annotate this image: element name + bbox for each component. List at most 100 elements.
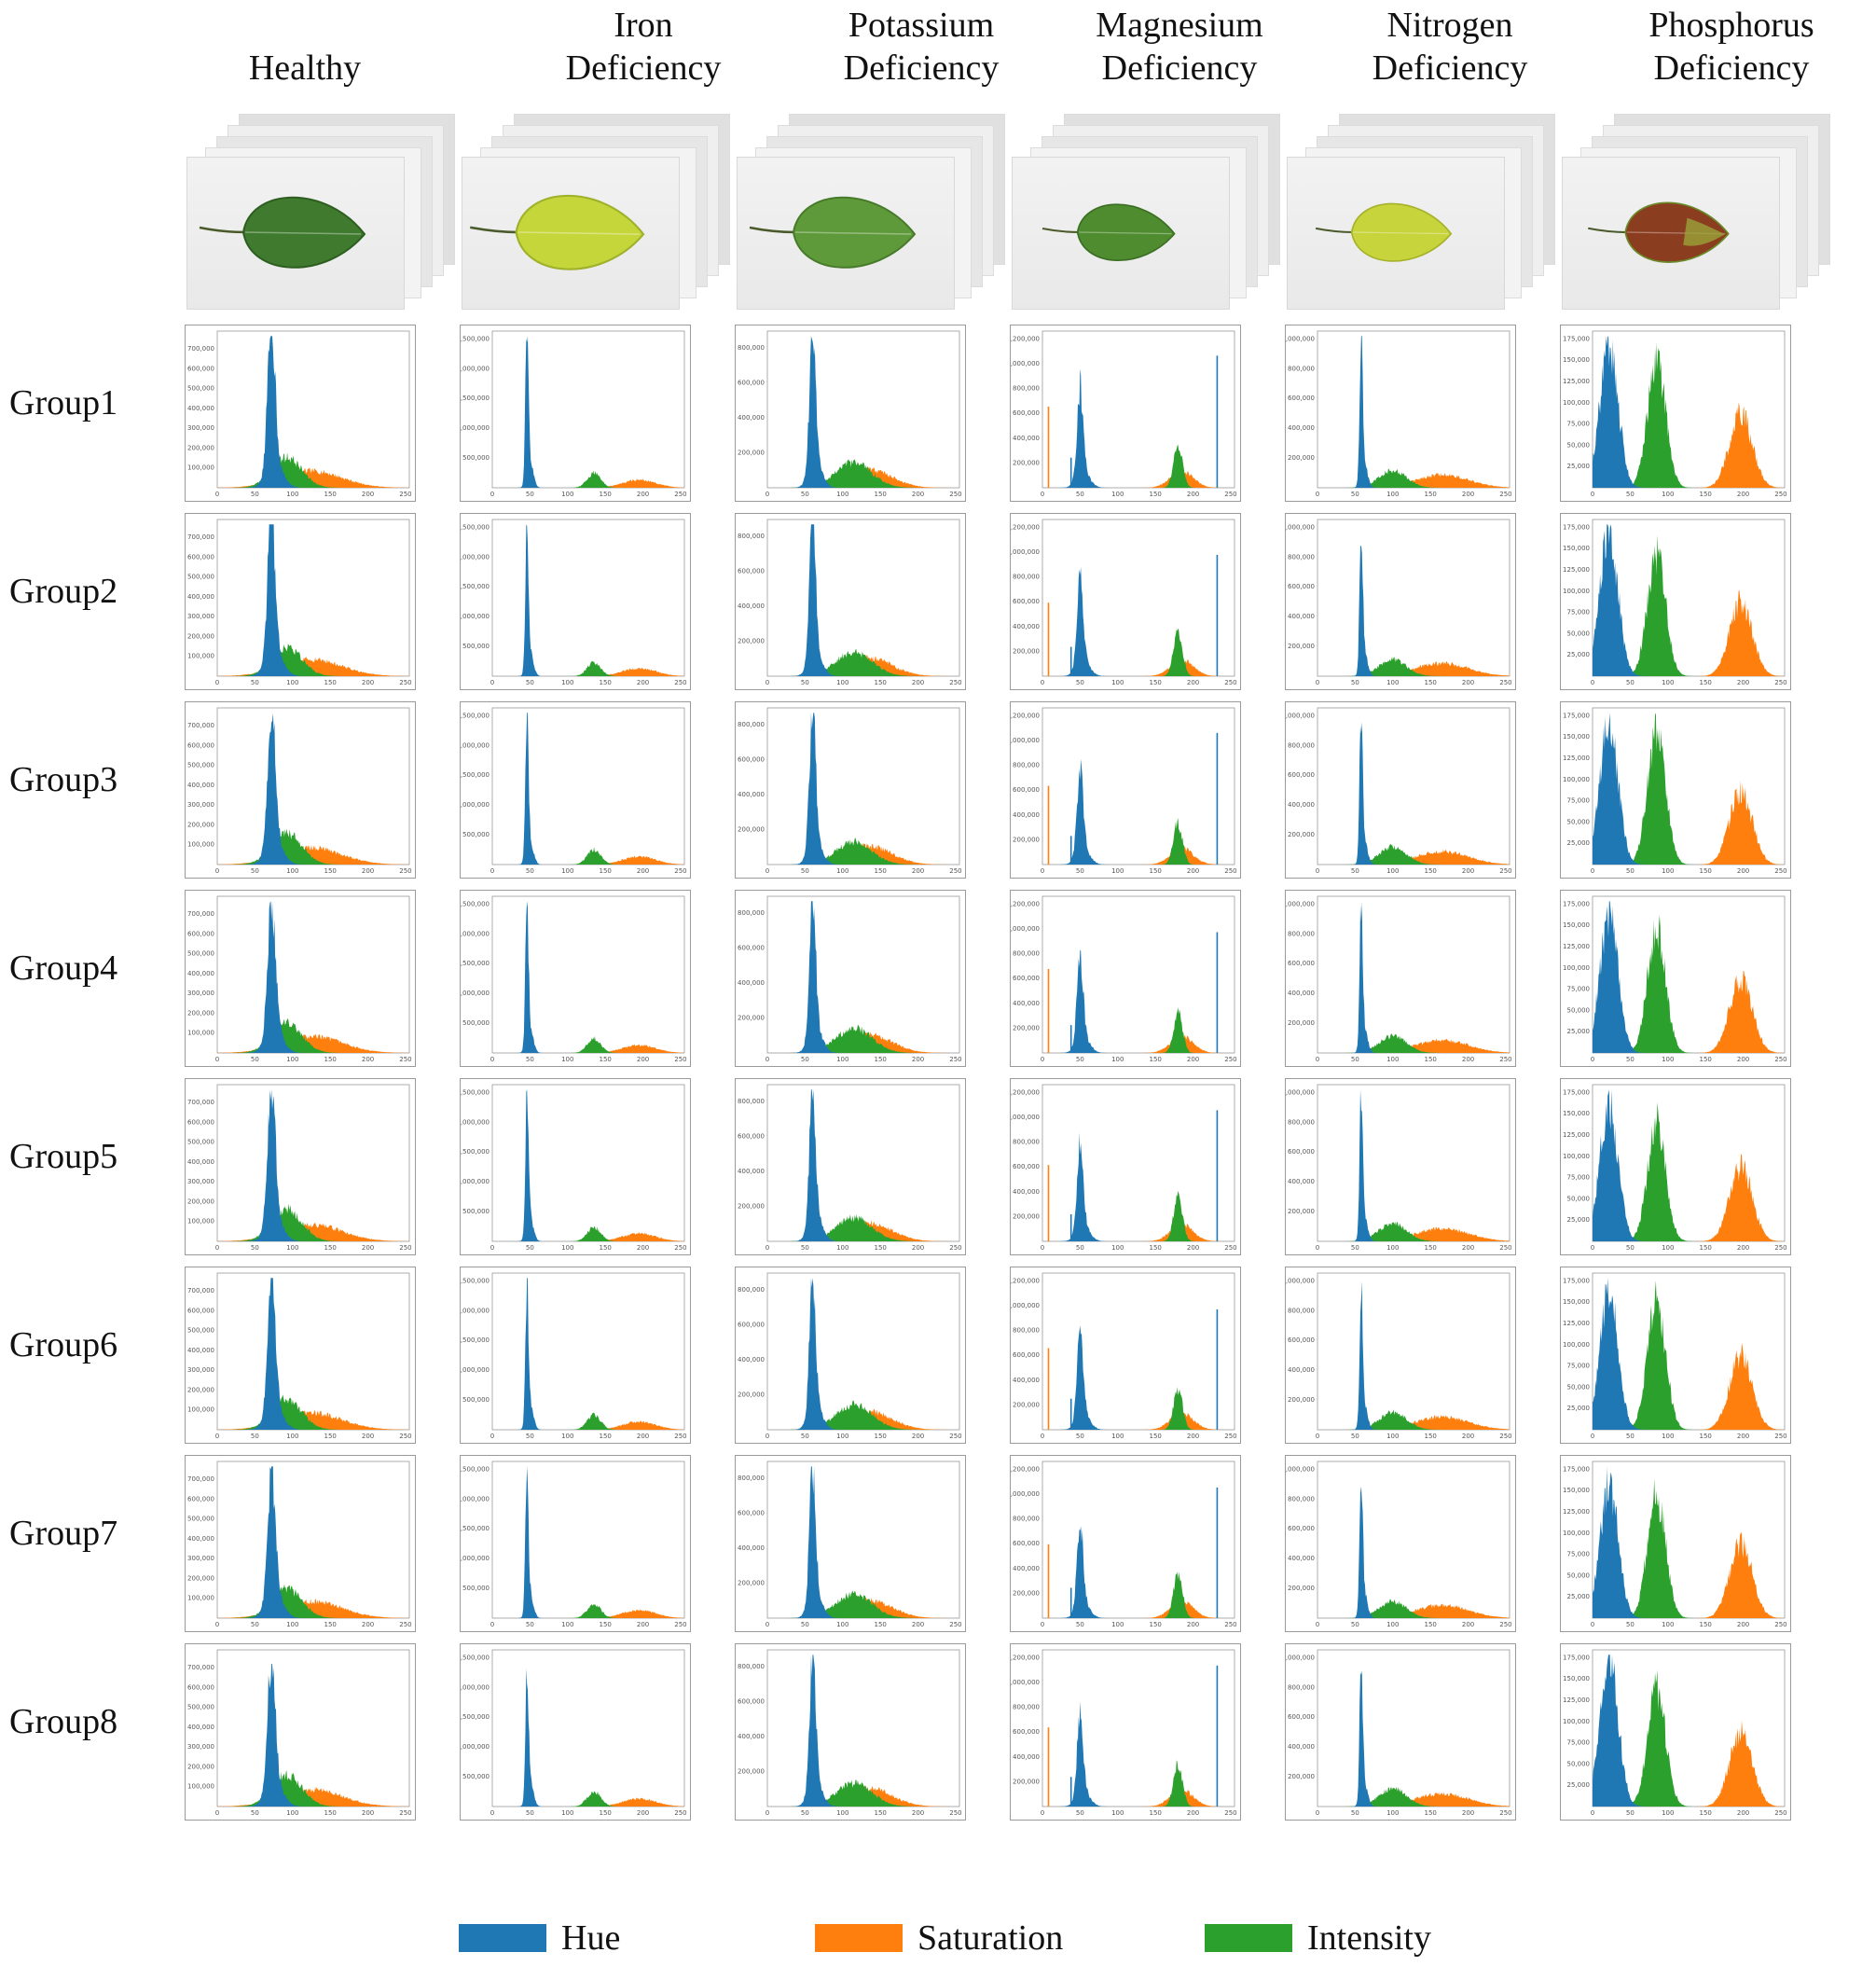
x-tick-label: 50 [526,1809,534,1817]
x-tick-label: 50 [251,1621,259,1628]
plot-frame [491,519,685,677]
y-tick-label: 200,000 [738,1014,765,1021]
x-tick-label: 150 [1699,1621,1711,1628]
x-tick-label: 50 [251,1056,259,1063]
saturation-histogram-area [217,1599,409,1618]
y-tick-label: 50,000 [1567,1006,1591,1014]
y-tick-label: 75,000 [1567,1739,1591,1747]
histogram-panel-potassium-group7: 200,000 400,000 600,000 800,000 0 50 100 150 200… [735,1455,966,1632]
y-tick-label: 2,000,000 [461,1683,490,1691]
hue-histogram-area [1317,336,1510,488]
y-tick-label: 1,200,000 [1011,712,1040,719]
y-tick-label: 600,000 [738,944,765,951]
y-tick-label: 800,000 [738,909,765,917]
x-tick-label: 0 [1041,491,1044,498]
x-tick-label: 50 [251,491,259,498]
y-tick-label: 1,500,000 [461,1713,490,1721]
histogram-chart: 25,000 50,000 75,000 100,000 125,000 150,000 1… [1563,1272,1787,1440]
y-tick-label: 700,000 [187,1664,214,1671]
x-tick-label: 150 [599,1244,611,1252]
y-tick-label: 150,000 [1563,921,1590,929]
leaf-blade [1076,203,1176,261]
x-tick-label: 50 [1351,679,1359,686]
x-tick-label: 200 [362,679,374,686]
y-tick-label: 500,000 [462,454,490,462]
histogram-chart: 100,000 200,000 300,000 400,000 500,000 600,0… [187,1272,412,1440]
plot-frame [1041,1272,1235,1431]
y-tick-label: 800,000 [1013,1139,1040,1146]
hue-histogram-area [217,1089,409,1241]
x-tick-label: 100 [836,867,848,875]
y-tick-label: 600,000 [1288,1713,1315,1721]
x-tick-label: 250 [1224,867,1236,875]
x-tick-label: 50 [801,1056,809,1063]
x-tick-label: 150 [1149,491,1161,498]
intensity-histogram-area [1317,1221,1510,1241]
intensity-histogram-area [767,838,959,865]
histogram-panel-iron-group7: 500,000 1,000,000 1,500,000 2,000,000 2,500,… [460,1455,691,1632]
column-header-line: Deficiency [1653,48,1810,88]
y-tick-label: 500,000 [187,385,214,393]
y-tick-label: 200,000 [1013,459,1040,466]
intensity-histogram-area [217,644,409,676]
intensity-histogram-area [492,1036,684,1053]
x-tick-label: 100 [836,1621,848,1628]
x-tick-label: 100 [561,1433,573,1440]
intensity-histogram-area [1317,1033,1510,1053]
y-tick-label: 2,000,000 [461,930,490,937]
x-tick-label: 0 [490,1056,494,1063]
x-tick-label: 250 [949,1056,961,1063]
x-tick-label: 50 [1351,1056,1359,1063]
y-tick-label: 1,200,000 [1011,1654,1040,1661]
x-tick-label: 150 [874,1244,886,1252]
plot-frame [216,519,410,677]
hue-histogram-area [1317,1486,1510,1618]
x-tick-label: 100 [286,1621,298,1628]
saturation-histogram-area [492,1797,684,1807]
x-tick-label: 100 [286,1244,298,1252]
x-tick-label: 50 [1076,867,1084,875]
hue-histogram-area [767,1655,959,1807]
y-tick-label: 175,000 [1563,335,1590,342]
histogram-panel-phosphorus-group8: 25,000 50,000 75,000 100,000 125,000 150,000 1… [1560,1643,1791,1821]
x-tick-label: 150 [1424,1621,1436,1628]
x-tick-label: 150 [1149,1621,1161,1628]
x-tick-label: 150 [324,1621,336,1628]
histogram-chart: 500,000 1,000,000 1,500,000 2,000,000 2,500,… [461,895,687,1063]
column-header-iron: Iron Deficiency [513,4,774,90]
x-tick-label: 50 [1076,679,1084,686]
hue-histogram-area [1042,1701,1235,1807]
hue-histogram-area [1042,1526,1235,1618]
leaf-blade [792,196,917,269]
y-tick-label: 700,000 [187,910,214,918]
hue-histogram-area [767,713,959,865]
y-tick-label: 800,000 [1013,1516,1040,1523]
plot-frame [1317,1649,1510,1807]
y-tick-label: 125,000 [1563,943,1590,950]
y-tick-label: 400,000 [1013,435,1040,442]
y-tick-label: 400,000 [187,1158,214,1166]
x-tick-label: 150 [324,679,336,686]
x-tick-label: 100 [1111,1244,1124,1252]
x-tick-label: 200 [637,679,649,686]
x-tick-label: 250 [1499,1433,1511,1440]
x-tick-label: 250 [399,1056,411,1063]
x-tick-label: 50 [801,867,809,875]
x-tick-label: 200 [912,1244,924,1252]
x-tick-label: 50 [526,867,534,875]
x-tick-label: 50 [1076,1809,1084,1817]
intensity-histogram-area [767,1590,959,1618]
y-tick-label: 200,000 [1288,1585,1315,1592]
hue-histogram-area [217,1278,409,1430]
x-tick-label: 0 [1041,1621,1044,1628]
x-tick-label: 250 [1499,1809,1511,1817]
y-tick-label: 1,000,000 [461,1555,490,1562]
histogram-chart: 100,000 200,000 300,000 400,000 500,000 600,0… [187,519,412,686]
y-tick-label: 75,000 [1567,1174,1591,1182]
y-tick-label: 600,000 [1013,975,1040,982]
y-tick-label: 500,000 [462,643,490,650]
x-tick-label: 150 [1424,867,1436,875]
y-tick-label: 100,000 [187,653,214,660]
x-tick-label: 200 [912,491,924,498]
x-tick-label: 0 [766,867,769,875]
